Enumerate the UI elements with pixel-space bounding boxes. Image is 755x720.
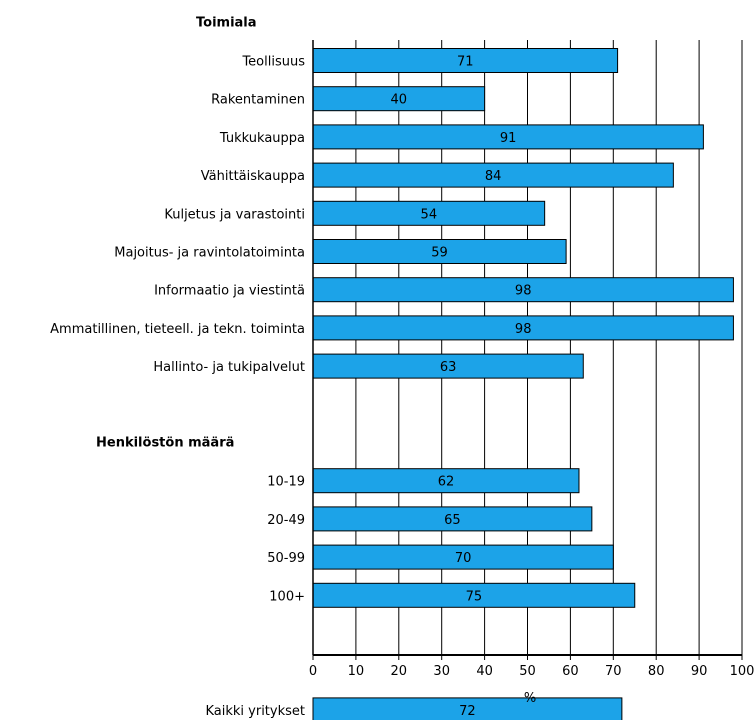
bar-value-label: 84 xyxy=(485,169,502,184)
bar-value-label: 40 xyxy=(391,93,408,108)
x-tick-label: 0 xyxy=(309,664,317,679)
bar xyxy=(312,697,623,720)
bar-value-label: 65 xyxy=(444,513,461,528)
bar-value-label: 72 xyxy=(459,704,476,719)
labels: 0 10 20 30 40 50 60 70 80 90 100 Toimiala 71 Teollisu… xyxy=(50,15,754,719)
bar-value-label: 62 xyxy=(438,475,455,490)
bar-value-label: 70 xyxy=(455,551,472,566)
bar xyxy=(312,544,614,570)
axes xyxy=(312,40,743,660)
category-label: Rakentaminen xyxy=(211,93,305,108)
category-label: Majoitus- ja ravintolatoiminta xyxy=(114,246,305,261)
x-tick-label: 80 xyxy=(648,664,665,679)
bar xyxy=(312,506,593,532)
bar-value-label: 98 xyxy=(515,284,532,299)
bar-value-label: 91 xyxy=(500,131,517,146)
bar-value-label: 63 xyxy=(440,360,457,375)
bar xyxy=(312,582,636,608)
bar-value-label: 54 xyxy=(421,207,438,222)
category-label: 10-19 xyxy=(267,475,305,490)
category-label: Kaikki yritykset xyxy=(205,704,305,719)
x-tick-label: 50 xyxy=(519,664,536,679)
bar xyxy=(312,353,584,379)
category-label: 100+ xyxy=(269,589,305,604)
bar xyxy=(312,315,734,341)
x-tick-label: 60 xyxy=(562,664,579,679)
x-tick-label: 20 xyxy=(391,664,408,679)
category-label: Teollisuus xyxy=(241,55,305,70)
x-tick-label: 90 xyxy=(691,664,708,679)
category-label: Informaatio ja viestintä xyxy=(154,284,305,299)
bar-value-label: 59 xyxy=(431,246,448,261)
x-axis-label: % xyxy=(524,691,536,706)
category-label: 50-99 xyxy=(267,551,305,566)
category-label: Hallinto- ja tukipalvelut xyxy=(153,360,305,375)
bar-value-label: 98 xyxy=(515,322,532,337)
category-label: Ammatillinen, tieteell. ja tekn. toimint… xyxy=(50,322,305,337)
bars xyxy=(312,48,734,720)
x-tick-label: 10 xyxy=(348,664,365,679)
category-label: Vähittäiskauppa xyxy=(201,169,305,184)
x-tick-label: 30 xyxy=(433,664,450,679)
group-label: Henkilöstön määrä xyxy=(96,436,234,451)
bar xyxy=(312,48,619,73)
group-label: Toimiala xyxy=(196,15,257,30)
x-tick-label: 70 xyxy=(605,664,622,679)
bar-value-label: 75 xyxy=(466,589,483,604)
x-tick-label: 40 xyxy=(476,664,493,679)
category-label: 20-49 xyxy=(267,513,305,528)
category-label: Kuljetus ja varastointi xyxy=(164,207,305,222)
bar xyxy=(312,277,734,303)
category-label: Tukkukauppa xyxy=(219,131,305,146)
bar-value-label: 71 xyxy=(457,55,474,70)
x-tick-label: 100 xyxy=(730,664,755,679)
